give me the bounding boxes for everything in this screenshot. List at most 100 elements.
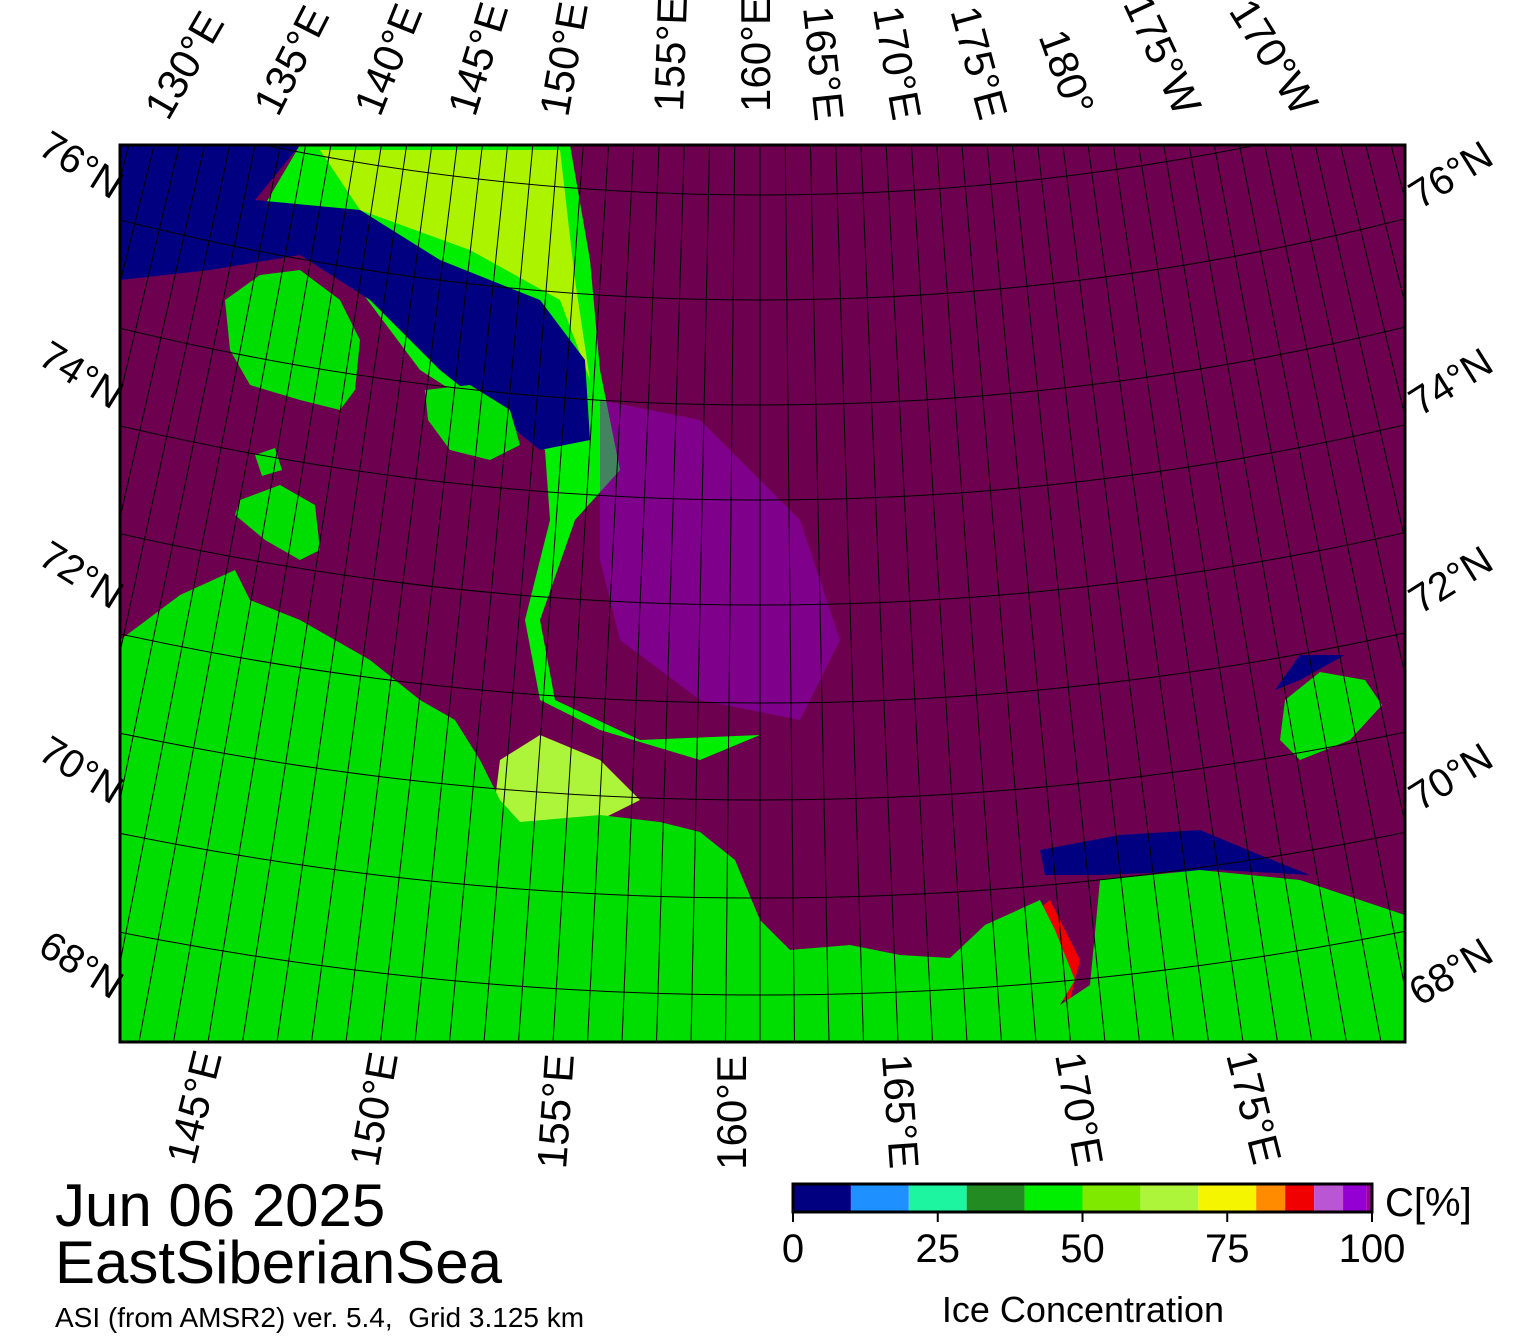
lat-label: 76°N [1401,133,1500,218]
meridian [173,145,332,1042]
meridian [986,145,1071,1042]
meridian [138,145,307,1042]
colorbar-bin [1198,1184,1257,1212]
meridian [1163,145,1313,1042]
land [235,485,320,560]
meridian [621,145,660,1042]
meridian [936,145,1002,1042]
lat-label: 68°N [1401,930,1500,1015]
colorbar-tick-label: 0 [782,1227,804,1271]
meridian [345,145,458,1042]
meridian [835,145,864,1042]
lon-label: 175°E [942,1,1017,124]
meridian [0,145,28,1042]
colorbar-tick-label: 75 [1205,1227,1250,1271]
caption: ASI (from AMSR2) ver. 5.4, Grid 3.125 km [55,1302,584,1333]
meridian [1213,145,1382,1042]
meridian [1239,145,1405,992]
colorbar-bin [1285,1184,1315,1212]
right-axis: 76°N 74°N 72°N 70°N 68°N [1401,133,1500,1015]
meridian [1011,145,1106,1042]
lat-label: 74°N [1401,340,1500,425]
colorbar-bin [1140,1184,1199,1212]
land [225,270,360,410]
meridian [0,145,79,1042]
parallel [120,930,1405,996]
meridian [1517,145,1527,1042]
lon-label: 135°E [244,0,338,122]
lon-label: 165°E [794,4,853,123]
meridian [0,145,53,1042]
meridian [961,145,1037,1042]
lon-label: 160°E [732,0,779,112]
colorbar-tick-label: 100 [1339,1227,1406,1271]
colorbar-unit: C[%] [1385,1181,1472,1225]
colorbar-bin [850,1184,909,1212]
lon-label: 145°E [157,1046,230,1169]
colorbar-tick-label: 50 [1060,1227,1105,1271]
meridian [242,145,382,1042]
meridian [1340,145,1405,419]
colorbar-bin [1024,1184,1083,1212]
colorbar-tick-label: 25 [916,1227,961,1271]
meridian [1062,145,1175,1042]
lat-label: 70°N [1401,735,1500,820]
parallel [120,326,1405,406]
colorbar-bin [1256,1184,1286,1212]
lat-label: 72°N [1401,538,1500,623]
lon-label: 140°E [345,0,432,121]
ice-margin [320,150,590,380]
lon-label: 170°W [1220,0,1327,123]
meridian [910,145,968,1042]
lat-label: 74°N [31,333,130,418]
meridian [1112,145,1244,1042]
meridian [784,145,795,1042]
meridian [552,145,610,1042]
meridian [1087,145,1209,1042]
graticule [0,145,1527,1042]
meridian [120,145,281,966]
lon-label: 170°E [1046,1048,1112,1169]
meridian [809,145,830,1042]
colorbar-bin [1082,1184,1141,1212]
meridian [449,145,534,1042]
map-area [0,145,1527,1042]
colorbar-bin [966,1184,1025,1212]
land [120,570,1405,1042]
region: EastSiberianSea [55,1229,503,1296]
lon-label: 130°E [135,4,233,127]
meridian [1314,145,1405,543]
lon-label: 165°E [873,1052,928,1170]
parallel [120,632,1405,704]
lat-label: 70°N [31,728,130,813]
parallel [260,145,1260,196]
lon-label: 145°E [439,0,518,121]
meridian [276,145,408,1042]
meridian [1289,145,1405,678]
colorbar-bin [908,1184,967,1212]
meridian [1467,145,1527,1042]
meridian [1138,145,1278,1042]
parallel [120,424,1405,501]
meridian [120,145,231,655]
meridian [1037,145,1140,1042]
meridian [207,145,357,1042]
meridian [860,145,899,1042]
lat-label: 76°N [31,123,130,208]
lon-label: 150°E [341,1048,407,1169]
colorbar-bin [1343,1184,1367,1212]
ice-patch [495,735,640,825]
meridian [1188,145,1347,1042]
lat-label: 68°N [31,923,130,1008]
meridian [120,145,180,398]
lon-label: 155°E [645,0,696,112]
map-frame [118,143,1407,1044]
bottom-axis: 145°E 150°E 155°E 160°E 165°E 170°E 175°… [157,1046,1290,1170]
parallel [120,531,1405,606]
meridian [311,145,433,1042]
lon-label: 155°E [528,1052,583,1170]
meridian [587,145,635,1042]
meridian [483,145,559,1042]
lon-label: 175°E [1217,1046,1290,1169]
meridian [380,145,483,1042]
